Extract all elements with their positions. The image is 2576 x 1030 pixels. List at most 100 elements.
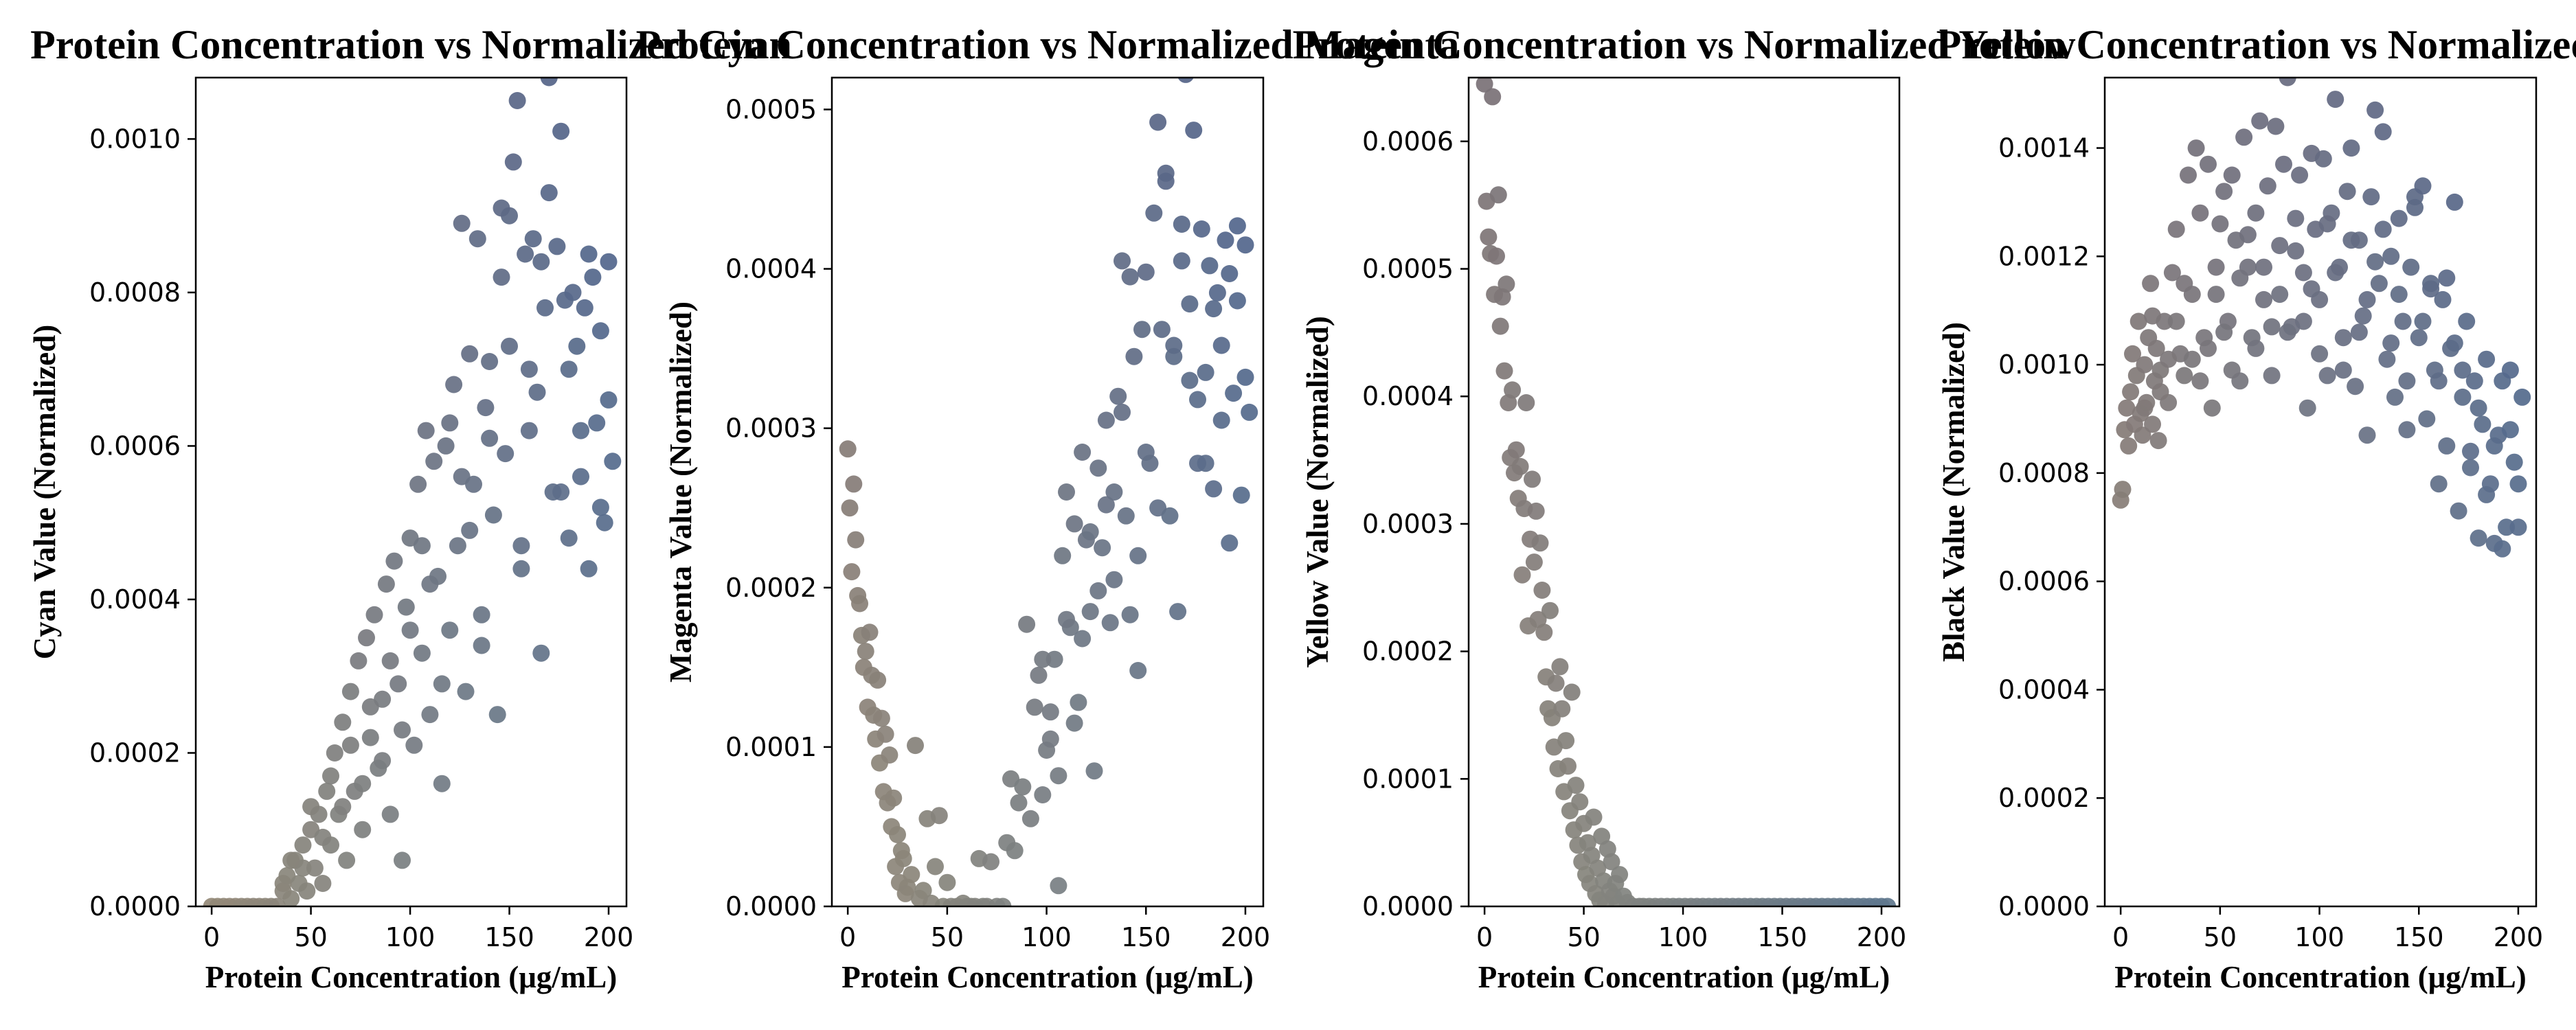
black-data-point bbox=[2470, 399, 2487, 417]
black-data-point bbox=[2149, 432, 2167, 450]
cyan-data-point bbox=[322, 767, 339, 785]
magenta-y-tick-label: 0.0003 bbox=[725, 413, 817, 444]
magenta-data-point bbox=[1205, 300, 1223, 318]
black-data-point bbox=[2271, 286, 2289, 304]
cyan-data-point bbox=[493, 268, 510, 286]
magenta-data-point bbox=[1101, 614, 1119, 632]
black-y-tick-label: 0.0002 bbox=[1998, 783, 2090, 813]
black-data-point bbox=[2350, 323, 2368, 341]
yellow-data-point bbox=[1498, 275, 1515, 293]
cyan-chart-title: Protein Concentration vs Normalized Cyan bbox=[30, 22, 792, 67]
magenta-data-point bbox=[1030, 666, 1048, 684]
cyan-data-point bbox=[488, 706, 506, 724]
cyan-panel: 0 50 100 150 200 0.0000 0.0002 0.0004 0.0006 0.00… bbox=[27, 22, 792, 994]
cyan-data-point bbox=[453, 214, 471, 232]
black-data-point bbox=[2454, 361, 2472, 379]
magenta-data-point bbox=[1169, 603, 1187, 621]
black-data-point bbox=[2191, 204, 2209, 222]
black-data-point bbox=[2200, 339, 2217, 357]
magenta-data-point bbox=[1081, 523, 1099, 540]
black-data-point bbox=[2176, 367, 2193, 385]
black-data-point bbox=[2118, 399, 2136, 417]
cyan-data-point bbox=[282, 851, 300, 869]
black-data-point bbox=[2160, 350, 2178, 368]
cyan-data-point bbox=[572, 422, 589, 439]
magenta-data-point bbox=[1189, 391, 1206, 409]
yellow-y-tick-label: 0.0003 bbox=[1362, 509, 1454, 539]
cyan-data-point bbox=[564, 284, 582, 301]
yellow-data-point bbox=[1476, 78, 1493, 93]
black-data-point bbox=[2378, 350, 2396, 368]
magenta-x-tick-label: 150 bbox=[1121, 922, 1171, 952]
cyan-x-axis-label: Protein Concentration (μg/mL) bbox=[205, 960, 618, 994]
cyan-data-point bbox=[334, 713, 352, 731]
black-data-point bbox=[2513, 388, 2531, 406]
magenta-plot-area bbox=[839, 78, 1258, 906]
black-data-point bbox=[2445, 334, 2463, 352]
yellow-data-point bbox=[1495, 362, 1513, 380]
magenta-x-tick-label: 100 bbox=[1021, 922, 1072, 952]
black-plot-frame bbox=[2103, 76, 2538, 908]
cyan-data-point bbox=[520, 360, 538, 378]
black-data-point bbox=[2414, 177, 2432, 195]
black-data-point bbox=[2144, 415, 2161, 433]
magenta-data-point bbox=[1081, 603, 1099, 621]
magenta-data-point bbox=[1165, 336, 1183, 354]
yellow-y-tick-label: 0.0006 bbox=[1362, 126, 1454, 157]
black-data-point bbox=[2267, 117, 2285, 135]
cyan-x-tick-label: 150 bbox=[484, 922, 534, 952]
magenta-data-point bbox=[1212, 336, 1230, 354]
cyan-data-point bbox=[591, 322, 609, 340]
black-data-point bbox=[2327, 264, 2345, 282]
cyan-data-point bbox=[517, 245, 534, 263]
yellow-data-point bbox=[1535, 623, 1553, 641]
magenta-data-point bbox=[1109, 387, 1127, 405]
magenta-x-axis-label: Protein Concentration (μg/mL) bbox=[841, 960, 1254, 994]
cyan-data-point bbox=[461, 521, 479, 539]
black-data-point bbox=[2470, 529, 2487, 547]
black-data-point bbox=[2358, 426, 2376, 444]
magenta-data-point bbox=[1212, 411, 1230, 429]
cyan-data-point bbox=[604, 453, 622, 470]
black-data-point bbox=[2382, 247, 2400, 265]
cyan-data-point bbox=[528, 383, 546, 401]
magenta-data-point bbox=[1018, 615, 1036, 633]
black-data-point bbox=[2235, 128, 2253, 146]
black-data-point bbox=[2382, 334, 2400, 352]
magenta-data-point bbox=[927, 858, 944, 876]
magenta-data-point bbox=[1121, 268, 1139, 286]
magenta-data-point bbox=[1181, 371, 1199, 389]
magenta-data-point bbox=[1085, 762, 1103, 780]
yellow-data-point bbox=[1585, 808, 1603, 826]
black-data-point bbox=[2338, 183, 2356, 201]
magenta-data-point bbox=[1065, 515, 1083, 533]
black-data-point bbox=[2347, 378, 2364, 396]
yellow-x-tick-label: 50 bbox=[1567, 922, 1600, 952]
black-data-point bbox=[2374, 123, 2392, 141]
black-data-point bbox=[2303, 280, 2320, 298]
cyan-data-point bbox=[341, 736, 359, 754]
cyan-data-point bbox=[532, 644, 550, 662]
cyan-data-point bbox=[437, 437, 455, 455]
black-data-point bbox=[2314, 150, 2332, 168]
black-data-point bbox=[2462, 442, 2479, 460]
yellow-y-tick-label: 0.0004 bbox=[1362, 381, 1454, 411]
cyan-data-point bbox=[468, 230, 486, 248]
cyan-data-point bbox=[282, 890, 300, 906]
black-data-point bbox=[2498, 518, 2516, 536]
yellow-data-point bbox=[1484, 88, 1502, 106]
black-data-point bbox=[2474, 415, 2492, 433]
cyan-data-point bbox=[477, 399, 495, 417]
yellow-data-point bbox=[1489, 186, 1507, 204]
black-data-point bbox=[2386, 388, 2404, 406]
cyan-data-point bbox=[493, 199, 510, 217]
black-data-point bbox=[2402, 258, 2420, 276]
cyan-data-point bbox=[520, 422, 538, 439]
cyan-data-point bbox=[302, 798, 320, 816]
magenta-data-point bbox=[1014, 778, 1032, 796]
magenta-data-point bbox=[1097, 411, 1115, 429]
black-data-point bbox=[2291, 166, 2309, 184]
magenta-data-point bbox=[1137, 263, 1155, 281]
black-data-point bbox=[2311, 345, 2329, 363]
yellow-chart-title: Protein Concentration vs Normalized Yell… bbox=[1293, 22, 2076, 67]
